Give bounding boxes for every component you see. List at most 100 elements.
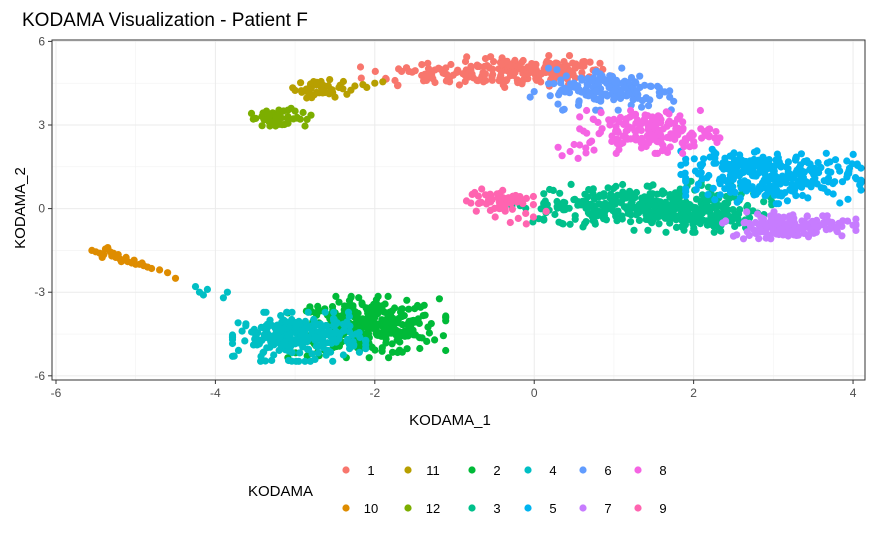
- data-point: [497, 68, 506, 76]
- data-point: [234, 346, 243, 354]
- data-point: [782, 163, 790, 171]
- data-point: [627, 218, 635, 226]
- data-point: [546, 92, 554, 100]
- data-point: [614, 106, 622, 114]
- data-point: [771, 176, 779, 184]
- data-point: [356, 63, 365, 71]
- data-point: [335, 298, 343, 306]
- legend-title: KODAMA: [248, 483, 313, 500]
- data-point: [442, 77, 450, 85]
- data-point: [363, 331, 371, 339]
- data-point: [704, 125, 713, 134]
- data-point: [794, 181, 802, 189]
- data-point: [297, 79, 305, 87]
- data-point: [661, 198, 670, 206]
- data-point: [398, 67, 406, 75]
- x-tick-label: 4: [850, 386, 857, 400]
- legend-key-9: [634, 504, 642, 512]
- data-point: [442, 346, 450, 355]
- data-point: [751, 187, 759, 195]
- data-point: [424, 59, 432, 67]
- data-point: [844, 217, 852, 225]
- data-point: [827, 168, 835, 176]
- data-point: [735, 172, 744, 180]
- data-point: [755, 226, 763, 234]
- legend-key-2: [468, 466, 476, 474]
- data-point: [716, 191, 724, 199]
- data-point: [592, 106, 600, 114]
- data-point: [491, 213, 499, 221]
- data-point: [669, 197, 678, 205]
- series-7: [719, 208, 860, 243]
- data-point: [354, 309, 362, 317]
- data-point: [242, 320, 250, 328]
- data-point: [695, 213, 703, 221]
- data-point: [833, 228, 841, 236]
- data-point: [313, 78, 321, 86]
- data-point: [199, 291, 207, 299]
- data-point: [667, 120, 675, 128]
- data-point: [677, 161, 685, 169]
- y-axis-title: KODAMA_2: [12, 167, 29, 249]
- data-point: [692, 186, 700, 194]
- data-point: [566, 147, 574, 156]
- data-point: [303, 115, 311, 123]
- y-tick-label: 0: [38, 202, 45, 216]
- data-point: [626, 205, 634, 213]
- data-point: [223, 288, 231, 296]
- data-point: [838, 178, 847, 186]
- data-point: [588, 77, 596, 85]
- data-point: [392, 331, 400, 339]
- data-point: [631, 127, 639, 135]
- data-point: [620, 84, 629, 92]
- data-point: [550, 80, 558, 88]
- data-point: [820, 221, 828, 229]
- data-point: [710, 228, 718, 236]
- data-point: [346, 322, 354, 330]
- data-point: [577, 74, 585, 82]
- data-point: [270, 351, 278, 359]
- legend-label-3: 3: [493, 501, 500, 516]
- data-point: [439, 332, 447, 340]
- data-point: [758, 219, 767, 227]
- data-point: [304, 308, 312, 316]
- data-point: [721, 204, 729, 212]
- data-point: [598, 201, 606, 209]
- data-point: [640, 117, 648, 125]
- data-point: [662, 204, 670, 212]
- data-point: [501, 195, 510, 203]
- data-point: [649, 181, 657, 189]
- data-point: [441, 70, 449, 78]
- data-point: [797, 173, 805, 181]
- legend: KODAMA 1 11 2 4 6 810 12 3 5 7 9: [248, 463, 667, 516]
- data-point: [810, 219, 818, 227]
- data-point: [831, 156, 840, 164]
- data-point: [304, 345, 313, 353]
- data-point: [489, 70, 497, 79]
- data-point: [679, 118, 687, 126]
- data-point: [694, 180, 703, 188]
- data-point: [618, 64, 626, 72]
- data-point: [616, 113, 625, 121]
- data-point: [749, 166, 757, 174]
- data-point: [713, 202, 721, 210]
- data-point: [367, 343, 375, 351]
- data-point: [736, 178, 745, 186]
- data-point: [750, 155, 758, 164]
- legend-key-3: [468, 504, 476, 512]
- data-point: [596, 59, 604, 67]
- data-point: [329, 315, 338, 323]
- data-point: [321, 308, 329, 316]
- data-point: [610, 193, 618, 201]
- data-point: [130, 256, 138, 264]
- data-point: [594, 79, 602, 87]
- series-10: [88, 244, 180, 282]
- data-point: [472, 207, 480, 215]
- data-point: [646, 82, 654, 90]
- data-point: [774, 213, 783, 221]
- data-point: [743, 228, 751, 236]
- data-point: [397, 305, 405, 313]
- data-point: [823, 212, 831, 220]
- data-point: [722, 217, 730, 225]
